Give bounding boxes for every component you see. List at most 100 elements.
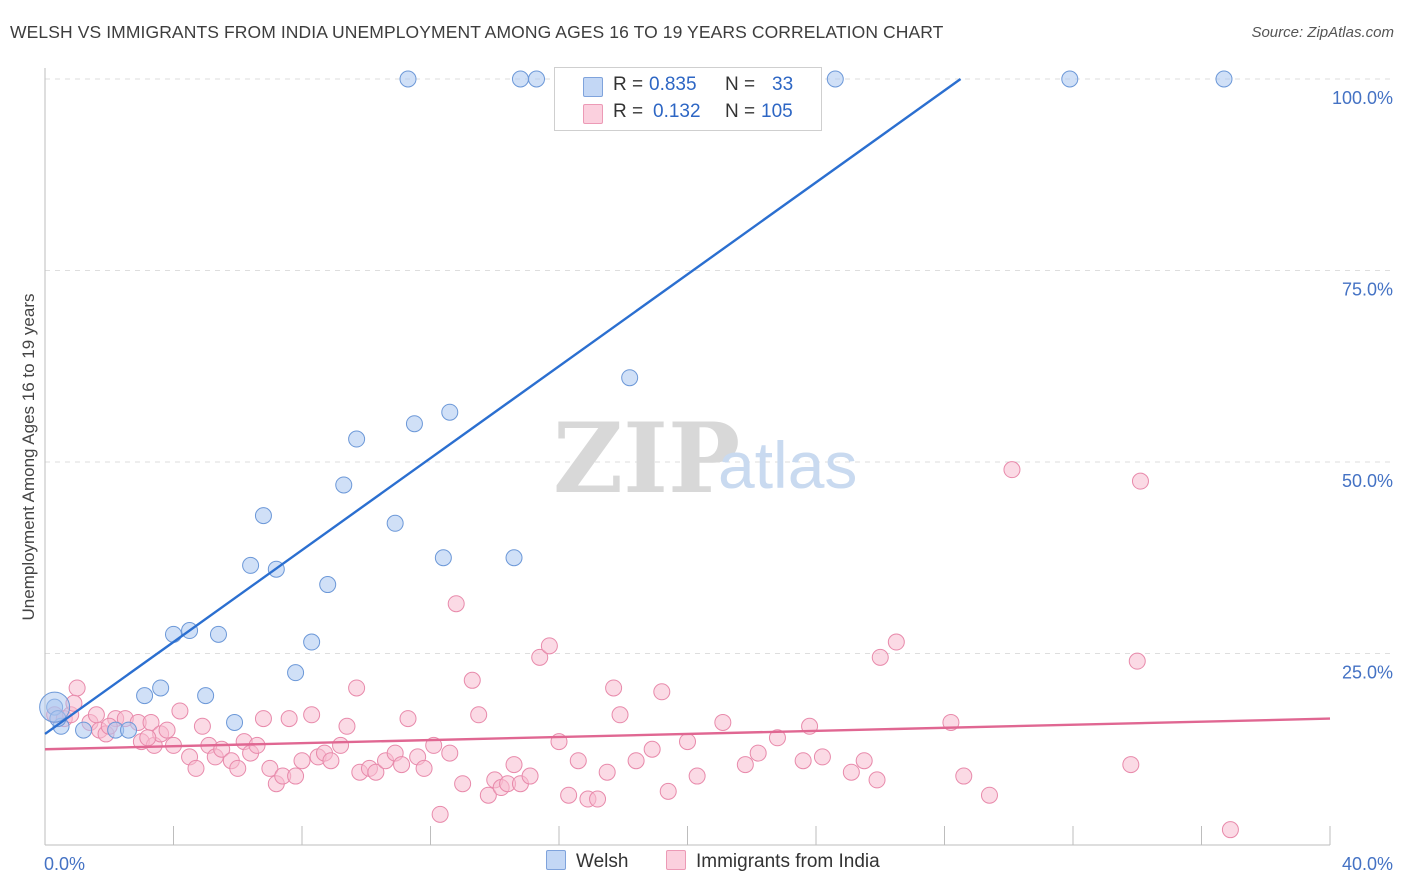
india-point: [855, 752, 873, 770]
india-point: [569, 752, 587, 770]
welsh-point: [621, 369, 639, 387]
bottom-legend-label-india: Immigrants from India: [696, 851, 880, 872]
series-india-points: [46, 461, 1239, 839]
bottom-legend-india: Immigrants from India: [666, 850, 880, 873]
india-point: [521, 767, 539, 785]
x-tick-label-min: 0.0%: [44, 854, 85, 874]
bottom-legend-label-welsh: Welsh: [576, 851, 629, 872]
india-point: [679, 733, 696, 751]
welsh-point: [826, 70, 844, 88]
welsh-point: [136, 687, 154, 705]
india-point: [643, 740, 661, 758]
india-point: [454, 775, 472, 793]
welsh-point: [165, 625, 182, 643]
welsh-point: [348, 430, 366, 448]
welsh-point: [1215, 70, 1233, 88]
india-point: [1003, 461, 1021, 479]
y-tick-labels: 25.0% 50.0% 75.0% 100.0%: [1332, 88, 1393, 683]
india-point: [431, 805, 449, 823]
welsh-point: [120, 721, 138, 739]
india-point: [794, 752, 812, 770]
india-point: [68, 679, 86, 697]
welsh-point: [254, 507, 272, 525]
india-point: [871, 648, 889, 666]
watermark-atlas: atlas: [718, 428, 857, 502]
welsh-point: [335, 476, 353, 494]
legend-swatch-india: [583, 104, 603, 124]
india-point: [842, 763, 860, 781]
welsh-point: [528, 70, 546, 88]
legend-n-value: 105: [761, 101, 793, 122]
welsh-point: [386, 514, 404, 532]
india-point: [463, 671, 481, 689]
legend-r-value: 0.132: [653, 101, 701, 122]
trend-lines: [44, 78, 1331, 751]
bottom-legend-swatch-india: [666, 850, 686, 870]
legend-r-label: R =: [613, 74, 644, 95]
stats-legend: R = 0.835 N = 33 R = 0.132 N = 105: [554, 67, 822, 131]
india-point: [158, 721, 176, 739]
india-point: [293, 752, 311, 770]
legend-n-value: 33: [772, 74, 794, 95]
india-point: [505, 756, 523, 774]
india-point: [688, 767, 706, 785]
india-point: [531, 648, 549, 666]
welsh-point: [405, 415, 423, 433]
chart-title: WELSH VS IMMIGRANTS FROM INDIA UNEMPLOYM…: [10, 22, 944, 42]
legend-n-label: N =: [725, 74, 756, 95]
x-tick-label-max: 40.0%: [1342, 854, 1393, 874]
india-point: [193, 717, 211, 735]
india-point: [813, 748, 831, 766]
india-point: [303, 706, 321, 724]
gridlines: [45, 78, 1392, 654]
india-point: [348, 679, 366, 697]
india-point: [367, 763, 385, 781]
watermark-zip: ZIP: [553, 402, 740, 515]
india-point: [540, 637, 558, 655]
india-point: [749, 744, 767, 762]
welsh-point: [399, 70, 417, 88]
india-point: [955, 767, 973, 785]
india-point: [415, 759, 433, 777]
welsh-point: [226, 713, 244, 731]
bottom-legend-welsh: Welsh: [546, 850, 628, 873]
welsh-point-large: [39, 691, 71, 723]
welsh-point: [319, 576, 337, 594]
india-point: [1122, 756, 1140, 774]
india-point: [261, 759, 279, 777]
india-point: [187, 759, 205, 777]
source-label: Source: ZipAtlas.com: [1251, 24, 1394, 41]
welsh-point: [511, 70, 529, 88]
india-point: [332, 736, 350, 754]
india-point: [714, 713, 732, 731]
india-point: [1221, 821, 1239, 839]
india-point: [980, 786, 998, 804]
welsh-point: [287, 664, 305, 682]
bottom-legend-swatch-welsh: [546, 850, 566, 870]
india-point: [598, 763, 616, 781]
india-point: [736, 756, 754, 774]
india-point: [611, 706, 629, 724]
india-point: [447, 595, 465, 613]
india-point: [589, 790, 607, 808]
legend-r-label: R =: [613, 101, 644, 122]
india-point: [1131, 472, 1149, 490]
welsh-point: [303, 633, 321, 651]
india-point: [479, 786, 497, 804]
legend-swatch-welsh: [583, 77, 603, 97]
welsh-point: [209, 625, 227, 643]
india-point: [659, 782, 677, 800]
india-point: [425, 736, 443, 754]
india-point: [287, 767, 305, 785]
welsh-trend-line: [44, 78, 962, 735]
india-point: [653, 683, 671, 701]
india-point: [338, 717, 356, 735]
india-point: [560, 786, 578, 804]
india-point: [171, 702, 189, 720]
welsh-point: [505, 549, 523, 567]
y-axis-title: Unemployment Among Ages 16 to 19 years: [19, 294, 38, 621]
india-point: [139, 729, 157, 747]
india-point: [280, 710, 298, 728]
welsh-point: [242, 556, 260, 574]
